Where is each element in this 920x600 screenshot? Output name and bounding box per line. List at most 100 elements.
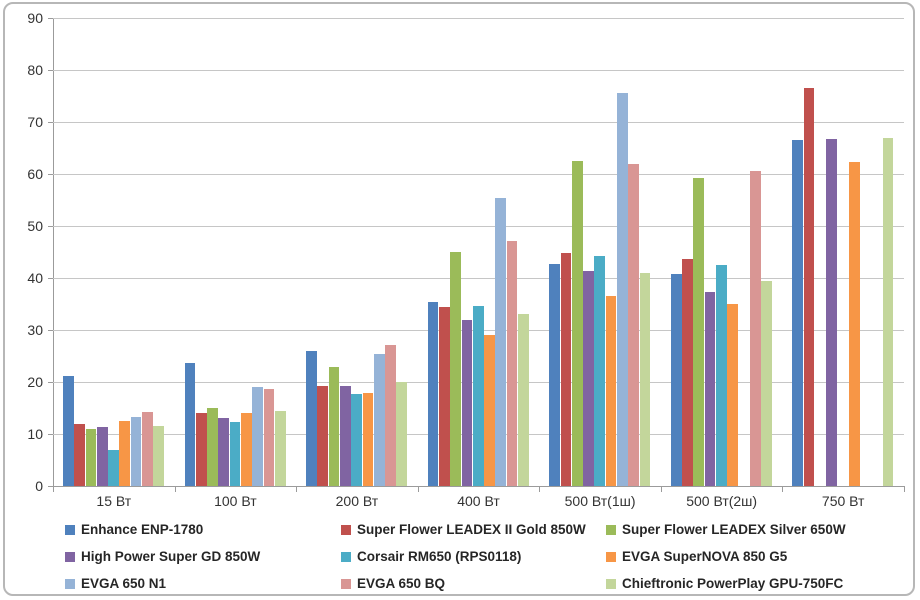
bar (351, 393, 362, 486)
y-axis-tick-label: 0 (35, 478, 43, 494)
bar (252, 387, 263, 486)
bar (749, 171, 761, 486)
bar (119, 421, 131, 486)
legend-label: EVGA SuperNOVA 850 G5 (622, 549, 788, 564)
bar (328, 367, 340, 486)
legend-swatch-icon (341, 551, 351, 562)
legend-label: Corsair RM650 (RPS0118) (357, 549, 522, 564)
bar (560, 252, 572, 486)
y-axis-tick (48, 486, 53, 487)
bar (439, 307, 450, 486)
x-axis-category-label: 100 Вт (214, 493, 257, 509)
bar (495, 198, 507, 486)
y-axis-tick (48, 174, 53, 175)
chart-frame: 0 10 20 30 40 50 60 70 80 90 15 Вт 100 Вт 200 Вт 400 … (3, 2, 915, 596)
bar (130, 416, 142, 486)
y-axis-tick (48, 434, 53, 435)
bar (241, 413, 252, 486)
bar (761, 280, 772, 486)
x-axis-category-label: 500 Вт(2ш) (686, 493, 758, 509)
legend-item: EVGA SuperNOVA 850 G5 (606, 549, 787, 564)
x-axis-tick (660, 487, 662, 492)
bar (670, 274, 682, 486)
bar (274, 410, 286, 486)
x-axis-category-label: 15 Вт (96, 493, 132, 509)
legend-swatch-icon (606, 524, 616, 535)
plot-area (53, 17, 904, 486)
legend-swatch-icon (65, 551, 75, 562)
bar (340, 385, 351, 486)
bar (727, 304, 738, 486)
legend-item: Corsair RM650 (RPS0118) (341, 549, 521, 564)
bar (263, 389, 275, 486)
bar (826, 139, 837, 486)
y-axis-tick-label: 30 (27, 322, 43, 338)
x-axis-tick (296, 487, 298, 492)
y-axis-tick (48, 382, 53, 383)
bar (693, 178, 705, 486)
gridline (53, 277, 904, 279)
bar (848, 162, 860, 486)
bar (74, 423, 85, 486)
bar (472, 306, 484, 486)
x-axis-category-label: 200 Вт (335, 493, 379, 509)
legend-item: Super Flower LEADEX Silver 650W (606, 522, 846, 537)
bar (96, 427, 108, 486)
bar (704, 291, 716, 486)
bar (108, 449, 119, 486)
bar (639, 272, 651, 486)
bar (306, 350, 317, 486)
y-axis-tick (48, 278, 53, 279)
y-axis-tick (48, 70, 53, 71)
gridline (53, 17, 904, 19)
y-axis-tick (48, 18, 53, 19)
bar (594, 256, 606, 486)
legend-item: EVGA 650 N1 (65, 576, 166, 591)
bar (427, 302, 439, 486)
bar (682, 259, 693, 486)
legend-label: Super Flower LEADEX II Gold 850W (357, 522, 586, 537)
bar (218, 417, 230, 486)
bar (373, 353, 385, 486)
bar (85, 428, 97, 486)
bar (317, 386, 329, 486)
legend-item: Enhance ENP-1780 (65, 522, 203, 537)
bar (628, 163, 639, 486)
x-axis-category-label: 400 Вт (457, 493, 500, 509)
bar (362, 393, 374, 486)
gridline (53, 173, 904, 175)
y-axis-tick-label: 90 (27, 10, 43, 26)
legend-swatch-icon (65, 578, 75, 589)
gridline (53, 121, 904, 123)
y-axis-tick-label: 80 (27, 62, 43, 78)
legend-swatch-icon (65, 524, 75, 535)
y-axis-tick-label: 60 (27, 166, 43, 182)
legend-label: Super Flower LEADEX Silver 650W (622, 522, 846, 537)
legend-label: EVGA 650 N1 (81, 576, 167, 591)
y-axis-tick-label: 50 (27, 218, 43, 234)
legend-swatch-icon (341, 524, 351, 535)
bar (484, 335, 495, 486)
legend-label: Enhance ENP-1780 (81, 522, 204, 537)
gridline (53, 225, 904, 227)
gridline (53, 69, 904, 71)
legend-swatch-icon (606, 578, 616, 589)
legend-swatch-icon (341, 578, 351, 589)
x-axis-tick (904, 487, 905, 492)
bar (461, 319, 473, 486)
legend-label: EVGA 650 BQ (357, 576, 446, 591)
bar (605, 295, 617, 486)
bar (142, 412, 153, 486)
bar (207, 408, 218, 486)
bar (184, 362, 196, 486)
bar (63, 375, 74, 486)
bar (195, 413, 207, 486)
legend-item: EVGA 650 BQ (341, 576, 445, 591)
y-axis-line (53, 18, 54, 487)
legend-label: Chieftronic PowerPlay GPU-750FC (622, 576, 844, 591)
x-axis-tick (53, 487, 54, 492)
x-axis-category-label: 750 Вт (821, 493, 865, 509)
y-axis-tick (48, 226, 53, 227)
bar (792, 140, 804, 486)
bar (549, 264, 560, 486)
